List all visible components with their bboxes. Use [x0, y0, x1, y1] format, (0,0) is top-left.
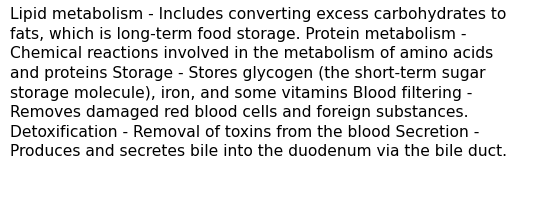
Text: Lipid metabolism - Includes converting excess carbohydrates to
fats, which is lo: Lipid metabolism - Includes converting e…	[10, 7, 507, 159]
